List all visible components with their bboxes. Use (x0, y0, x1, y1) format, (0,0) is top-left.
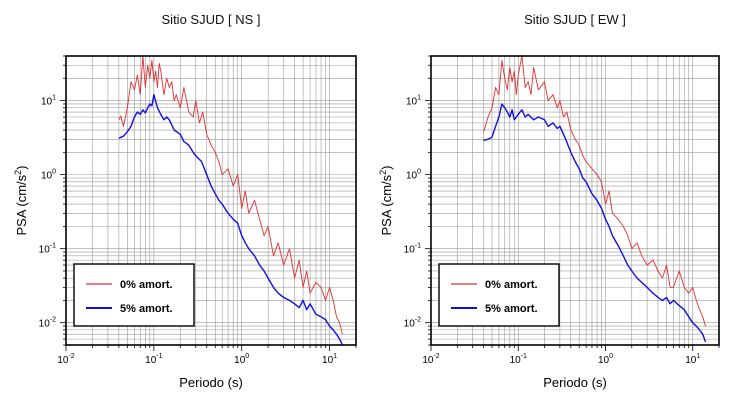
x-tick-base: 10 (422, 355, 434, 366)
y-tick-exponent: -2 (415, 317, 421, 324)
legend-box (73, 263, 195, 327)
x-tick-label: 10-2 (422, 353, 439, 366)
x-axis-label: Periodo (s) (543, 375, 607, 390)
series-line-amort-5 (483, 103, 707, 343)
y-axis-label-exponent: 2 (13, 170, 23, 175)
y-tick-base: 10 (404, 319, 416, 330)
ticks (60, 55, 357, 351)
x-tick-exponent: -2 (433, 353, 439, 360)
y-tick-label: 10-2 (39, 317, 56, 330)
x-tick-label: 10-2 (57, 353, 74, 366)
x-tick-exponent: 1 (696, 353, 700, 360)
x-tick-exponent: -2 (68, 353, 74, 360)
y-axis-label-close: ) (14, 165, 29, 169)
ticks (425, 55, 720, 351)
y-axis-label: PSA (cm/s2) (378, 165, 394, 235)
plot-frame (430, 55, 720, 346)
x-tick-label: 100 (598, 353, 613, 366)
x-tick-label: 101 (685, 353, 700, 366)
chart-title: Sitio SJUD [ EW ] (524, 12, 626, 27)
chart-panel-ew: Sitio SJUD [ EW ]10-2 10-1 100 10110-210-11… (378, 12, 720, 390)
series-line-amort-5 (118, 93, 344, 345)
y-tick-label: 101 (41, 95, 56, 108)
x-tick-label: 10-1 (510, 353, 527, 366)
y-tick-base: 10 (39, 319, 51, 330)
y-tick-base: 10 (406, 171, 418, 182)
x-tick-label: 101 (322, 353, 337, 366)
series-line-amort-0 (118, 56, 343, 335)
x-tick-base: 10 (57, 355, 69, 366)
x-tick-base: 10 (145, 355, 157, 366)
x-tick-base: 10 (510, 355, 522, 366)
x-tick-exponent: 0 (609, 353, 613, 360)
x-tick-base: 10 (322, 355, 334, 366)
series-line-amort-0 (483, 56, 706, 327)
x-tick-base: 10 (234, 355, 246, 366)
y-tick-base: 10 (41, 171, 53, 182)
y-axis-label: PSA (cm/s2) (13, 165, 29, 235)
y-tick-exponent: 0 (52, 169, 56, 176)
y-tick-label: 100 (406, 169, 421, 182)
x-tick-exponent: 0 (245, 353, 249, 360)
x-axis-label: Periodo (s) (179, 375, 243, 390)
x-tick-label: 100 (234, 353, 249, 366)
y-tick-base: 10 (39, 245, 51, 256)
chart-panel-ns: Sitio SJUD [ NS ]10-2 10-1 100 10110-210-11… (13, 12, 357, 390)
legend-label-amort-5: 5% amort. (120, 303, 173, 315)
y-tick-label: 101 (406, 95, 421, 108)
x-tick-label: 10-1 (145, 353, 162, 366)
legend-box (438, 263, 560, 327)
y-tick-exponent: 1 (417, 95, 421, 102)
legend: 0% amort. 5% amort. (438, 263, 560, 327)
x-tick-base: 10 (598, 355, 610, 366)
y-tick-base: 10 (41, 97, 53, 108)
y-axis-label-exponent: 2 (378, 170, 388, 175)
chart-title: Sitio SJUD [ NS ] (162, 12, 261, 27)
y-tick-label: 10-1 (39, 243, 56, 256)
x-tick-exponent: -1 (521, 353, 527, 360)
x-tick-base: 10 (685, 355, 697, 366)
plot-frame (65, 55, 357, 346)
y-tick-exponent: -1 (50, 243, 56, 250)
y-tick-base: 10 (404, 245, 416, 256)
y-axis-label-close: ) (379, 165, 394, 169)
legend-label-amort-0: 0% amort. (485, 279, 538, 291)
legend-label-amort-5: 5% amort. (485, 303, 538, 315)
y-axis-label-main: PSA (cm/s (379, 174, 394, 235)
y-tick-exponent: 0 (417, 169, 421, 176)
y-axis-label-main: PSA (cm/s (14, 174, 29, 235)
y-tick-label: 10-1 (404, 243, 421, 256)
y-tick-base: 10 (406, 97, 418, 108)
y-tick-label: 10-2 (404, 317, 421, 330)
legend: 0% amort. 5% amort. (73, 263, 195, 327)
y-tick-exponent: -1 (415, 243, 421, 250)
x-tick-exponent: 1 (333, 353, 337, 360)
y-tick-exponent: 1 (52, 95, 56, 102)
x-tick-exponent: -1 (156, 353, 162, 360)
y-tick-label: 100 (41, 169, 56, 182)
legend-label-amort-0: 0% amort. (120, 279, 173, 291)
y-tick-exponent: -2 (50, 317, 56, 324)
